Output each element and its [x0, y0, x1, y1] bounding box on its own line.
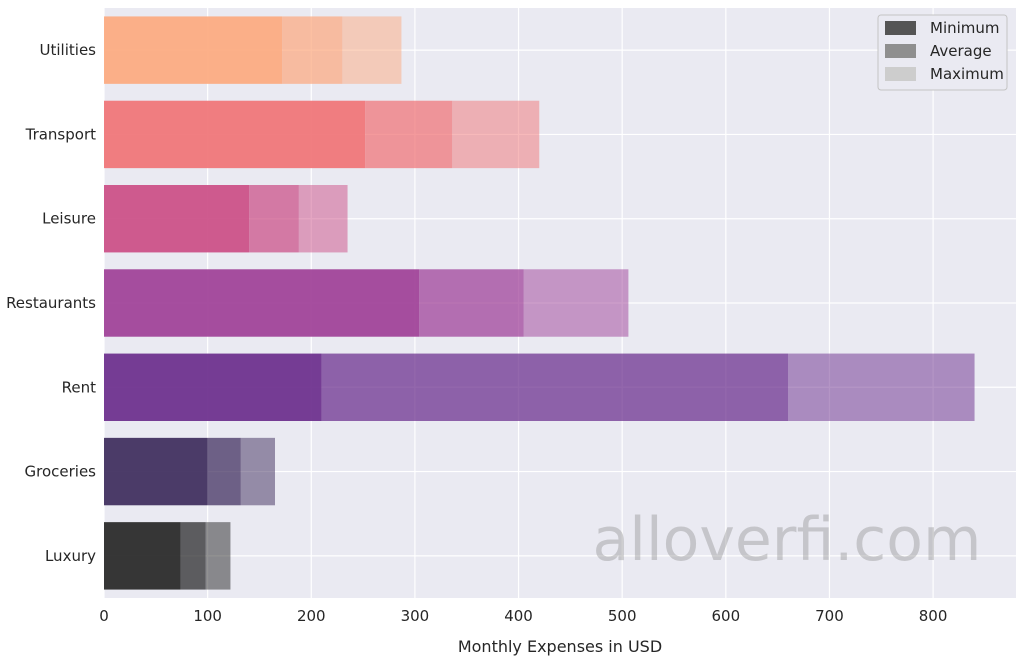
x-tick-label: 200: [297, 607, 326, 625]
x-tick-label: 500: [608, 607, 637, 625]
bar-rent-maximum: [788, 353, 975, 421]
bar-transport-minimum: [104, 100, 366, 169]
bar-groceries-maximum: [240, 437, 275, 506]
x-tick-label: 800: [919, 607, 948, 625]
bars: [104, 16, 975, 590]
x-tick-label: 300: [401, 607, 430, 625]
bar-transport-maximum: [452, 100, 540, 169]
bar-luxury-minimum: [104, 522, 181, 590]
x-tick-labels: 0 100 200 300 400 500 600 700 800: [99, 607, 947, 625]
y-tick-label: Leisure: [42, 210, 96, 228]
y-tick-label: Restaurants: [6, 294, 96, 312]
bar-rent-average: [321, 353, 788, 421]
bar-luxury-maximum: [205, 522, 231, 590]
bar-utilities-maximum: [342, 16, 402, 84]
legend: Minimum Average Maximum: [877, 14, 1008, 91]
bar-rent-minimum: [104, 353, 322, 421]
bar-restaurants-maximum: [523, 269, 629, 337]
legend-swatch: [885, 44, 916, 58]
bar-luxury-average: [180, 522, 206, 590]
legend-label: Maximum: [930, 65, 1004, 83]
bar-restaurants-minimum: [104, 269, 420, 337]
x-tick-label: 700: [815, 607, 844, 625]
y-tick-label: Groceries: [25, 463, 97, 481]
bar-leisure-minimum: [104, 185, 250, 253]
legend-label: Average: [930, 42, 992, 60]
watermark: alloverfi.com: [593, 505, 982, 575]
x-tick-label: 400: [504, 607, 533, 625]
x-tick-label: 600: [711, 607, 740, 625]
legend-swatch: [885, 21, 916, 35]
legend-swatch: [885, 67, 916, 81]
x-tick-label: 100: [193, 607, 222, 625]
bar-transport-average: [365, 100, 453, 169]
x-tick-label: 0: [99, 607, 109, 625]
bar-restaurants-average: [419, 269, 524, 337]
bar-leisure-maximum: [298, 185, 348, 253]
bar-utilities-average: [282, 16, 343, 84]
bar-groceries-minimum: [104, 437, 208, 506]
bar-groceries-average: [207, 437, 241, 506]
legend-label: Minimum: [930, 19, 1000, 37]
y-tick-label: Utilities: [40, 41, 97, 59]
y-tick-label: Transport: [25, 125, 97, 143]
y-tick-label: Rent: [62, 378, 96, 396]
y-tick-labels: Luxury Groceries Rent Restaurants Leisure Tra…: [6, 41, 96, 565]
y-tick-label: Luxury: [45, 547, 96, 565]
bar-leisure-average: [249, 185, 299, 253]
x-axis-title: Monthly Expenses in USD: [458, 637, 662, 656]
bar-utilities-minimum: [104, 16, 283, 84]
